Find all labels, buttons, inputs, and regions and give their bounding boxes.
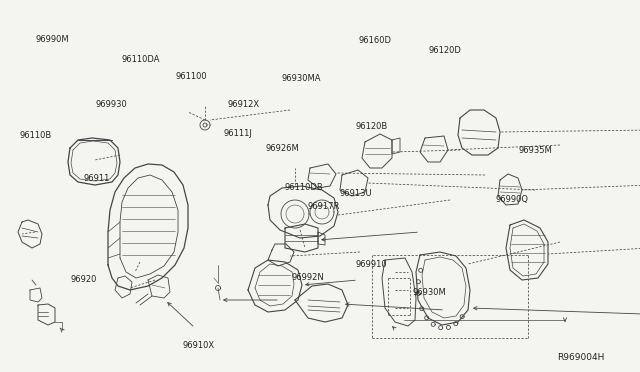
Text: 96160D: 96160D: [358, 36, 392, 45]
Text: 96911: 96911: [83, 174, 109, 183]
Text: 969910: 969910: [355, 260, 387, 269]
Text: 96935M: 96935M: [518, 146, 552, 155]
Text: 969930: 969930: [96, 100, 128, 109]
Text: 96930M: 96930M: [413, 288, 447, 296]
Text: 96110B: 96110B: [19, 131, 51, 140]
Text: 96913U: 96913U: [339, 189, 372, 198]
Text: 96111J: 96111J: [224, 129, 253, 138]
Text: 96992N: 96992N: [291, 273, 324, 282]
Text: 96912X: 96912X: [227, 100, 259, 109]
Text: 96990M: 96990M: [35, 35, 69, 44]
Text: 96120D: 96120D: [429, 46, 461, 55]
Text: 96110DA: 96110DA: [122, 55, 160, 64]
Text: 96926M: 96926M: [266, 144, 300, 153]
Text: 96920: 96920: [70, 275, 97, 283]
Text: 96910X: 96910X: [182, 341, 214, 350]
Text: 96110DB: 96110DB: [285, 183, 324, 192]
Text: 961100: 961100: [176, 72, 207, 81]
Text: R969004H: R969004H: [557, 353, 604, 362]
Text: 96120B: 96120B: [355, 122, 387, 131]
Text: 96917R: 96917R: [307, 202, 340, 211]
Text: 96930MA: 96930MA: [282, 74, 321, 83]
Text: 96990Q: 96990Q: [496, 195, 529, 203]
